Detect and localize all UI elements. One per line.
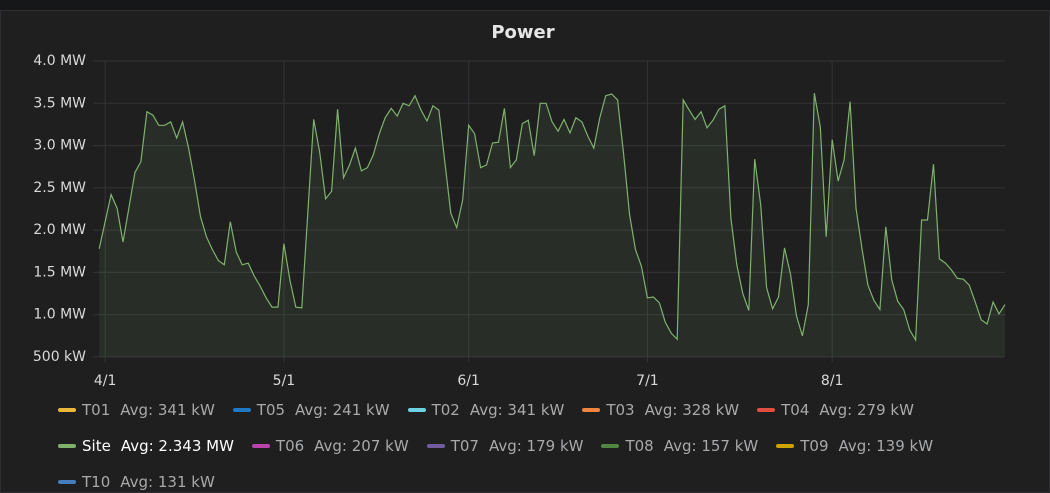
legend-item[interactable]: Site Avg: 2.343 MW <box>58 436 234 456</box>
y-tick-label: 3.0 MW <box>33 138 86 154</box>
legend-swatch <box>757 408 776 412</box>
y-tick-label: 1.0 MW <box>33 307 86 323</box>
legend-value: Avg: 241 kW <box>295 401 390 419</box>
legend-name: Site <box>82 437 111 455</box>
legend-name: T05 <box>256 401 286 419</box>
legend-value: Avg: 157 kW <box>663 437 759 455</box>
x-tick-label: 4/1 <box>94 373 117 389</box>
legend-item[interactable]: T02 Avg: 341 kW <box>407 400 565 420</box>
y-tick-label: 2.5 MW <box>33 180 86 196</box>
panel <box>0 10 1050 493</box>
legend-name: T03 <box>606 401 635 419</box>
legend: T01 Avg: 341 kW T05 Avg: 241 kW T02 Avg: 341 … <box>58 400 998 492</box>
legend-item[interactable]: T07 Avg: 179 kW <box>426 436 584 456</box>
legend-swatch <box>776 444 795 448</box>
legend-value: Avg: 207 kW <box>314 437 409 455</box>
legend-value: Avg: 279 kW <box>819 401 914 419</box>
x-tick-label: 7/1 <box>636 373 659 389</box>
x-tick-label: 5/1 <box>273 373 296 389</box>
y-tick-label: 500 kW <box>33 349 86 365</box>
area-fill <box>99 93 1005 357</box>
legend-swatch <box>58 480 76 484</box>
legend-swatch <box>58 408 76 412</box>
legend-name: T02 <box>431 401 460 419</box>
legend-value: Avg: 341 kW <box>469 401 565 419</box>
x-tick-label: 6/1 <box>457 373 480 389</box>
legend-value: Avg: 131 kW <box>120 473 215 491</box>
legend-name: T06 <box>275 437 305 455</box>
y-tick-label: 3.5 MW <box>33 95 86 111</box>
legend-value: Avg: 2.343 MW <box>120 437 234 455</box>
legend-name: T01 <box>82 401 111 419</box>
legend-item[interactable]: T06 Avg: 207 kW <box>251 436 409 456</box>
y-tick-label: 1.5 MW <box>33 264 86 280</box>
x-tick-label: 8/1 <box>821 373 844 389</box>
legend-value: Avg: 341 kW <box>120 401 215 419</box>
legend-name: T09 <box>800 437 829 455</box>
y-tick-label: 2.0 MW <box>33 222 86 238</box>
legend-item[interactable]: T04 Avg: 279 kW <box>757 400 914 420</box>
legend-value: Avg: 328 kW <box>644 401 740 419</box>
legend-name: T10 <box>82 473 111 491</box>
legend-item[interactable]: T10 Avg: 131 kW <box>58 472 215 492</box>
legend-name: T07 <box>450 437 479 455</box>
legend-item[interactable]: T01 Avg: 341 kW <box>58 400 215 420</box>
legend-item[interactable]: T08 Avg: 157 kW <box>601 436 758 456</box>
legend-swatch <box>232 408 251 412</box>
legend-swatch <box>58 444 76 448</box>
legend-swatch <box>601 444 620 448</box>
legend-swatch <box>407 408 426 412</box>
y-tick-label: 4.0 MW <box>33 53 86 69</box>
legend-name: T04 <box>781 401 810 419</box>
panel-title: Power <box>491 22 554 43</box>
series-line <box>98 92 1006 343</box>
legend-value: Avg: 179 kW <box>488 437 584 455</box>
legend-name: T08 <box>625 437 654 455</box>
legend-swatch <box>426 444 445 448</box>
legend-item[interactable]: T09 Avg: 139 kW <box>776 436 933 456</box>
legend-item[interactable]: T05 Avg: 241 kW <box>232 400 390 420</box>
legend-swatch <box>251 444 270 448</box>
legend-swatch <box>582 408 601 412</box>
legend-item[interactable]: T03 Avg: 328 kW <box>582 400 739 420</box>
legend-value: Avg: 139 kW <box>838 437 934 455</box>
